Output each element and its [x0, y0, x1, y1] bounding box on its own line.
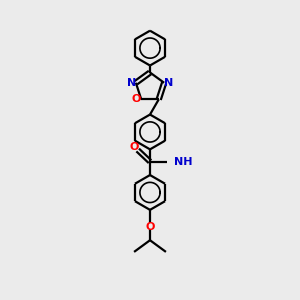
Text: N: N [127, 78, 136, 88]
Text: O: O [145, 222, 155, 232]
Text: O: O [131, 94, 141, 104]
Text: N: N [164, 78, 173, 88]
Text: O: O [130, 142, 139, 152]
Text: NH: NH [174, 157, 192, 167]
